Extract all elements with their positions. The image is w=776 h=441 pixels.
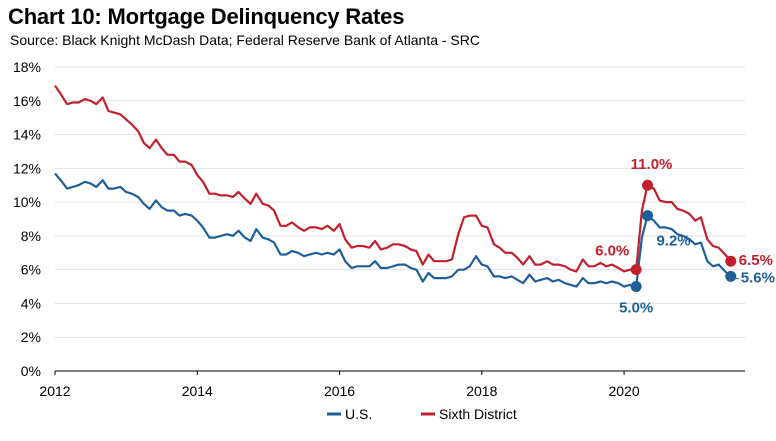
legend-label: U.S.	[345, 406, 372, 422]
legend: U.S. Sixth District	[327, 406, 517, 422]
data-label: 6.0%	[595, 243, 629, 260]
y-tick-label: 4%	[21, 295, 41, 311]
x-tick-label: 2020	[608, 383, 639, 399]
x-tick-label: 2018	[466, 383, 497, 399]
data-point-marker	[630, 264, 642, 276]
y-tick-label: 18%	[13, 59, 41, 75]
series-lines	[54, 84, 732, 288]
y-tick-label: 12%	[13, 160, 41, 176]
series-line-us	[54, 172, 732, 288]
y-tick-label: 2%	[21, 329, 41, 345]
y-axis-ticks: 0% 2% 4% 6% 8% 10% 12% 14% 16% 18%	[13, 59, 41, 379]
chart-subtitle: Source: Black Knight McDash Data; Federa…	[10, 32, 480, 48]
data-point-marker	[630, 281, 642, 293]
y-tick-label: 8%	[21, 228, 41, 244]
data-label: 9.2%	[656, 233, 690, 250]
x-tick-label: 2014	[182, 383, 213, 399]
series-line-sixth-district	[54, 84, 732, 273]
x-axis-ticks: 2012 2014 2016 2018 2020	[39, 371, 640, 399]
y-tick-label: 16%	[13, 93, 41, 109]
x-tick-label: 2012	[39, 383, 70, 399]
data-label: 5.0%	[619, 300, 653, 317]
data-point-marker	[642, 210, 654, 222]
data-label: 5.6%	[741, 269, 775, 286]
data-point-marker	[642, 179, 654, 191]
gridlines	[55, 66, 745, 372]
data-label: 6.5%	[739, 252, 773, 269]
chart-title: Chart 10: Mortgage Delinquency Rates	[8, 4, 405, 29]
data-labels: 5.0% 9.2% 5.6% 6.0% 11.0% 6.5%	[595, 156, 775, 316]
data-point-marker	[725, 270, 737, 282]
data-label: 11.0%	[631, 156, 673, 173]
legend-label: Sixth District	[439, 406, 517, 422]
y-tick-label: 10%	[13, 194, 41, 210]
y-tick-label: 6%	[21, 262, 41, 278]
x-tick-label: 2016	[324, 383, 355, 399]
y-tick-label: 0%	[21, 363, 41, 379]
y-tick-label: 14%	[13, 127, 41, 143]
data-point-marker	[725, 255, 737, 267]
